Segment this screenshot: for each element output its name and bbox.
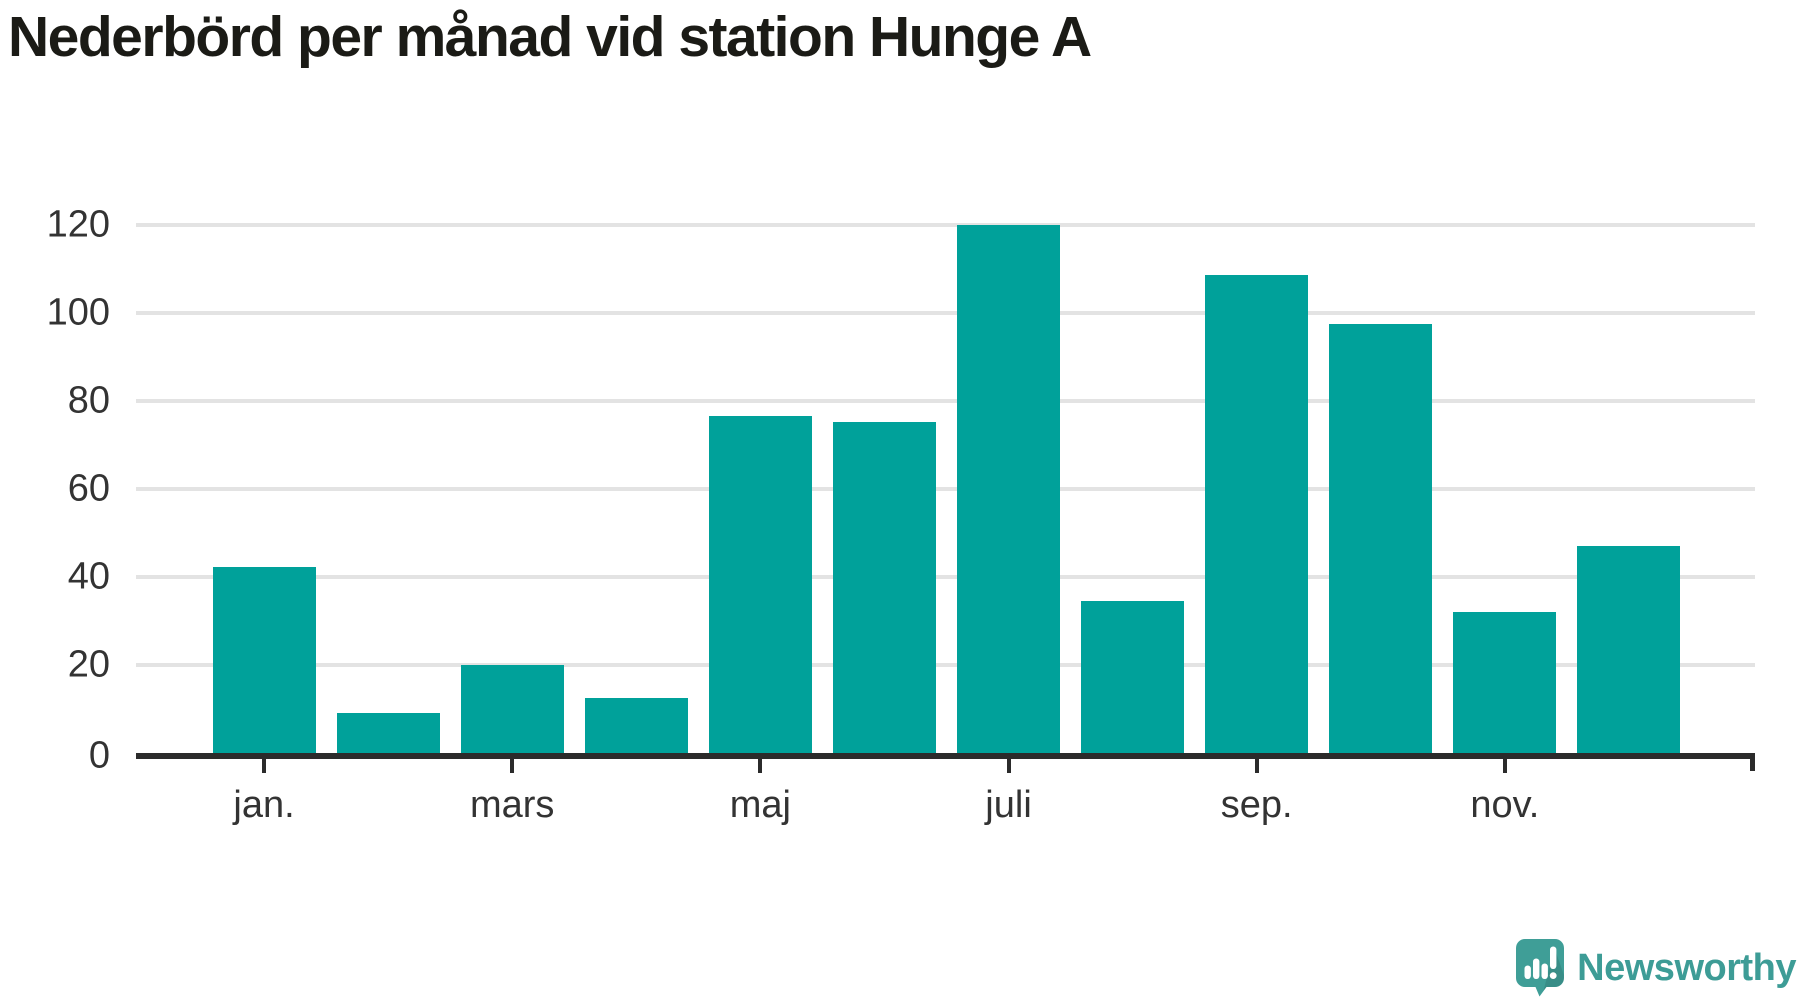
gridline-y-20: [136, 663, 1755, 667]
bar-slot-dec.: [1567, 225, 1691, 753]
x-tick-label-jan.: jan.: [233, 784, 295, 826]
gridline-y-60: [136, 487, 1755, 491]
bar-slot-sep.: [1195, 225, 1319, 753]
bar-slot-juli: [946, 225, 1070, 753]
y-tick-label-100: 100: [46, 291, 110, 334]
x-tick-maj: [758, 759, 763, 773]
bar-slot-mars: [450, 225, 574, 753]
x-tick-nov.: [1502, 759, 1507, 773]
x-tick-label-sep.: sep.: [1220, 784, 1293, 826]
gridline-y-100: [136, 311, 1755, 315]
bar-maj: [708, 416, 812, 753]
x-tick-label-juli: juli: [985, 784, 1032, 826]
newsworthy-bubble-chart-icon: [1516, 939, 1565, 997]
bar-sep.: [1205, 275, 1309, 753]
bar-apr.: [584, 698, 688, 753]
x-tick-jan.: [262, 759, 267, 773]
bar-slot-okt.: [1319, 225, 1443, 753]
bar-slot-aug.: [1071, 225, 1195, 753]
x-tick-juli: [1006, 759, 1011, 773]
bar-juli: [957, 225, 1060, 753]
chart-title: Nederbörd per månad vid station Hunge A: [8, 5, 1092, 69]
gridline-y-80: [136, 399, 1755, 403]
y-tick-label-0: 0: [88, 734, 110, 777]
x-tick-label-nov.: nov.: [1470, 784, 1540, 826]
y-tick-label-60: 60: [67, 467, 110, 510]
bar-aug.: [1081, 601, 1185, 753]
bar-dec.: [1577, 546, 1681, 753]
bar-feb.: [336, 713, 440, 753]
bar-slot-nov.: [1443, 225, 1567, 753]
bar-mars: [460, 665, 564, 753]
bar-slot-feb.: [326, 225, 450, 753]
x-tick-label-maj: maj: [729, 784, 791, 826]
y-tick-label-40: 40: [67, 555, 110, 598]
bar-juni: [832, 422, 936, 753]
newsworthy-wordmark: Newsworthy: [1577, 947, 1796, 989]
plot-area: jan. mars maj juli sep. nov.: [136, 223, 1755, 826]
bars-container: [202, 225, 1691, 753]
y-axis-labels: 0 20 40 60 80 100 120: [0, 204, 110, 785]
x-axis-end-tick: [1750, 753, 1755, 771]
gridline-y-40: [136, 575, 1755, 579]
y-tick-label-120: 120: [46, 203, 110, 246]
bar-slot-jan.: [202, 225, 326, 753]
gridline-y-120: [136, 223, 1755, 227]
x-tick-sep.: [1254, 759, 1259, 773]
bar-slot-maj: [698, 225, 822, 753]
y-tick-label-20: 20: [67, 643, 110, 686]
y-tick-label-80: 80: [67, 379, 110, 422]
x-axis-line: [136, 753, 1755, 759]
x-tick-label-mars: mars: [469, 784, 555, 826]
bar-okt.: [1329, 324, 1433, 753]
bar-jan.: [212, 567, 316, 753]
bar-slot-juni: [822, 225, 946, 753]
bar-nov.: [1453, 612, 1557, 753]
x-tick-mars: [510, 759, 515, 773]
bar-slot-apr.: [574, 225, 698, 753]
newsworthy-logo: Newsworthy: [1516, 938, 1796, 998]
